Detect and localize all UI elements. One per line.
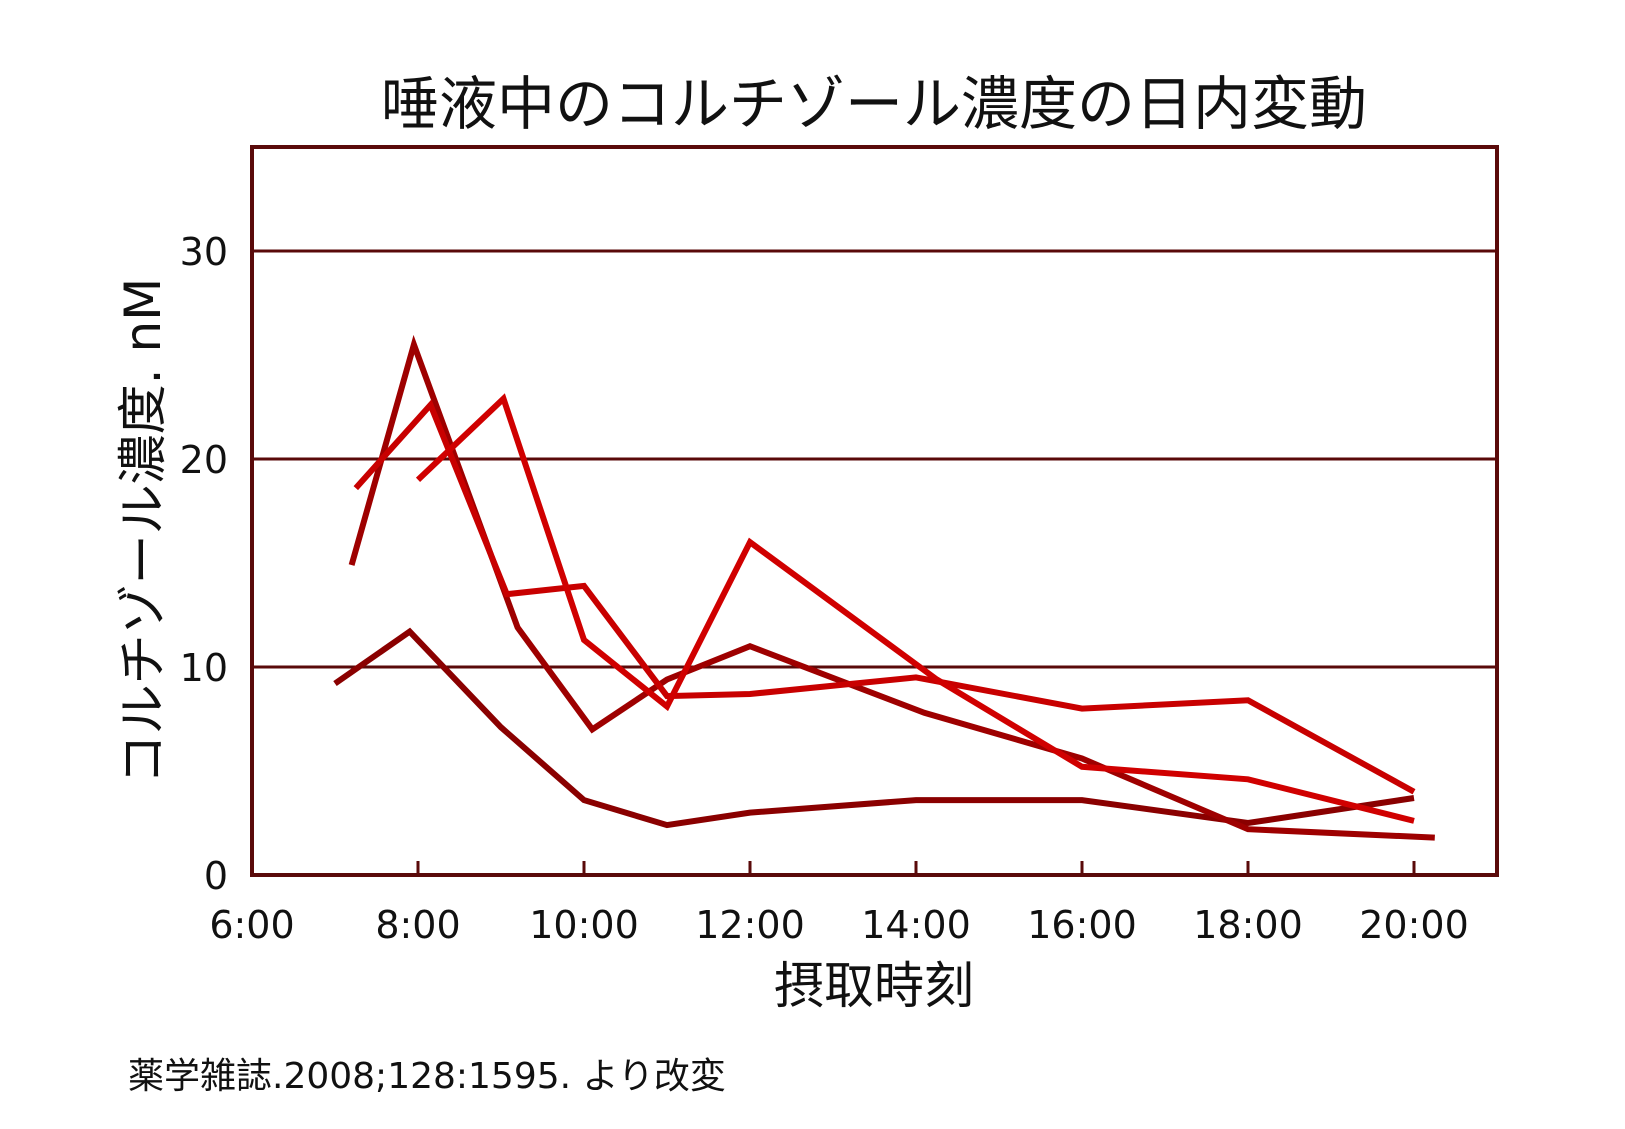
x-axis-label: 摂取時刻 [774, 957, 974, 1015]
x-tick-label: 8:00 [375, 903, 460, 947]
source-note: 薬学雑誌.2008;128:1595. より改変 [128, 1056, 726, 1097]
series-lines [333, 334, 1435, 841]
x-tick-label: 18:00 [1193, 903, 1303, 947]
y-axis-label: コルチゾール濃度. nM [114, 278, 172, 785]
x-tick-label: 20:00 [1359, 903, 1469, 947]
y-tick-label: 10 [180, 646, 228, 690]
x-axis-ticks: 6:00 8:00 10:00 12:00 14:00 16:00 18:00 20:00 [209, 861, 1469, 947]
series-line-3 [353, 399, 1416, 795]
y-tick-label: 30 [180, 230, 228, 274]
x-tick-label: 12:00 [695, 903, 805, 947]
y-tick-label: 0 [204, 854, 228, 898]
x-tick-label: 16:00 [1027, 903, 1137, 947]
plot-frame [250, 145, 1499, 877]
x-tick-label: 10:00 [529, 903, 639, 947]
x-tick-label: 6:00 [209, 903, 294, 947]
x-tick-label: 14:00 [861, 903, 971, 947]
y-axis-ticks: 0 10 20 30 [180, 230, 228, 898]
y-tick-label: 20 [180, 438, 228, 482]
series-line-4 [415, 393, 1415, 824]
chart-title: 唾液中のコルチゾール濃度の日内変動 [381, 70, 1367, 138]
series-line-1 [333, 627, 1415, 829]
gridlines [252, 249, 1497, 669]
